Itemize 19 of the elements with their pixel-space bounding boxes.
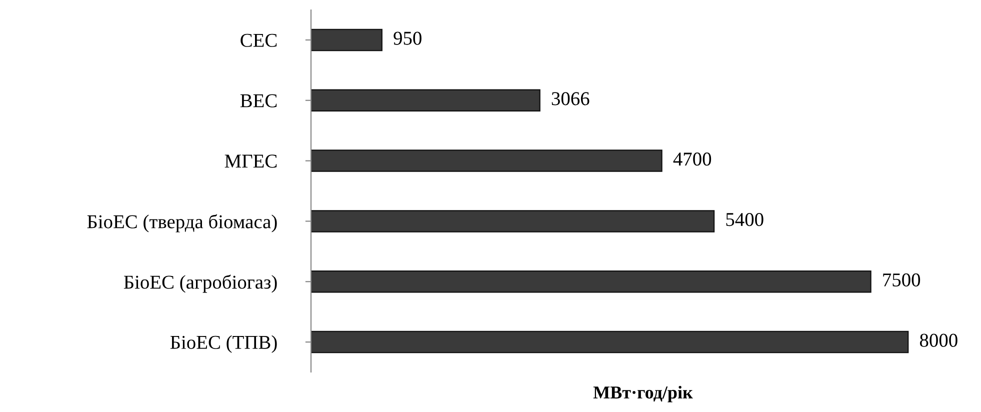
data-label: 8000 bbox=[920, 334, 958, 347]
y-tick-label: МГЕС bbox=[224, 154, 277, 168]
y-tick-label: СЕС bbox=[240, 34, 277, 47]
x-axis-title: МВт·год/рік bbox=[593, 386, 693, 402]
data-label: 950 bbox=[394, 32, 422, 45]
data-label: 7500 bbox=[883, 273, 920, 286]
bar bbox=[311, 28, 382, 52]
y-tick-label: БіоЕС (ТПВ) bbox=[170, 335, 277, 353]
data-label: 3066 bbox=[552, 92, 590, 106]
bar bbox=[311, 210, 715, 232]
bar bbox=[311, 150, 662, 172]
data-label: 4700 bbox=[673, 152, 712, 166]
y-tick-label: ВЕС bbox=[240, 94, 277, 108]
y-tick-label: БіоЕС (тверда біомаса) bbox=[87, 214, 277, 232]
y-tick-label: БіоЕС (агробіогаз) bbox=[124, 274, 277, 293]
bar bbox=[311, 89, 540, 112]
bar bbox=[311, 270, 872, 293]
data-label: 5400 bbox=[726, 212, 764, 226]
bar bbox=[311, 330, 909, 354]
